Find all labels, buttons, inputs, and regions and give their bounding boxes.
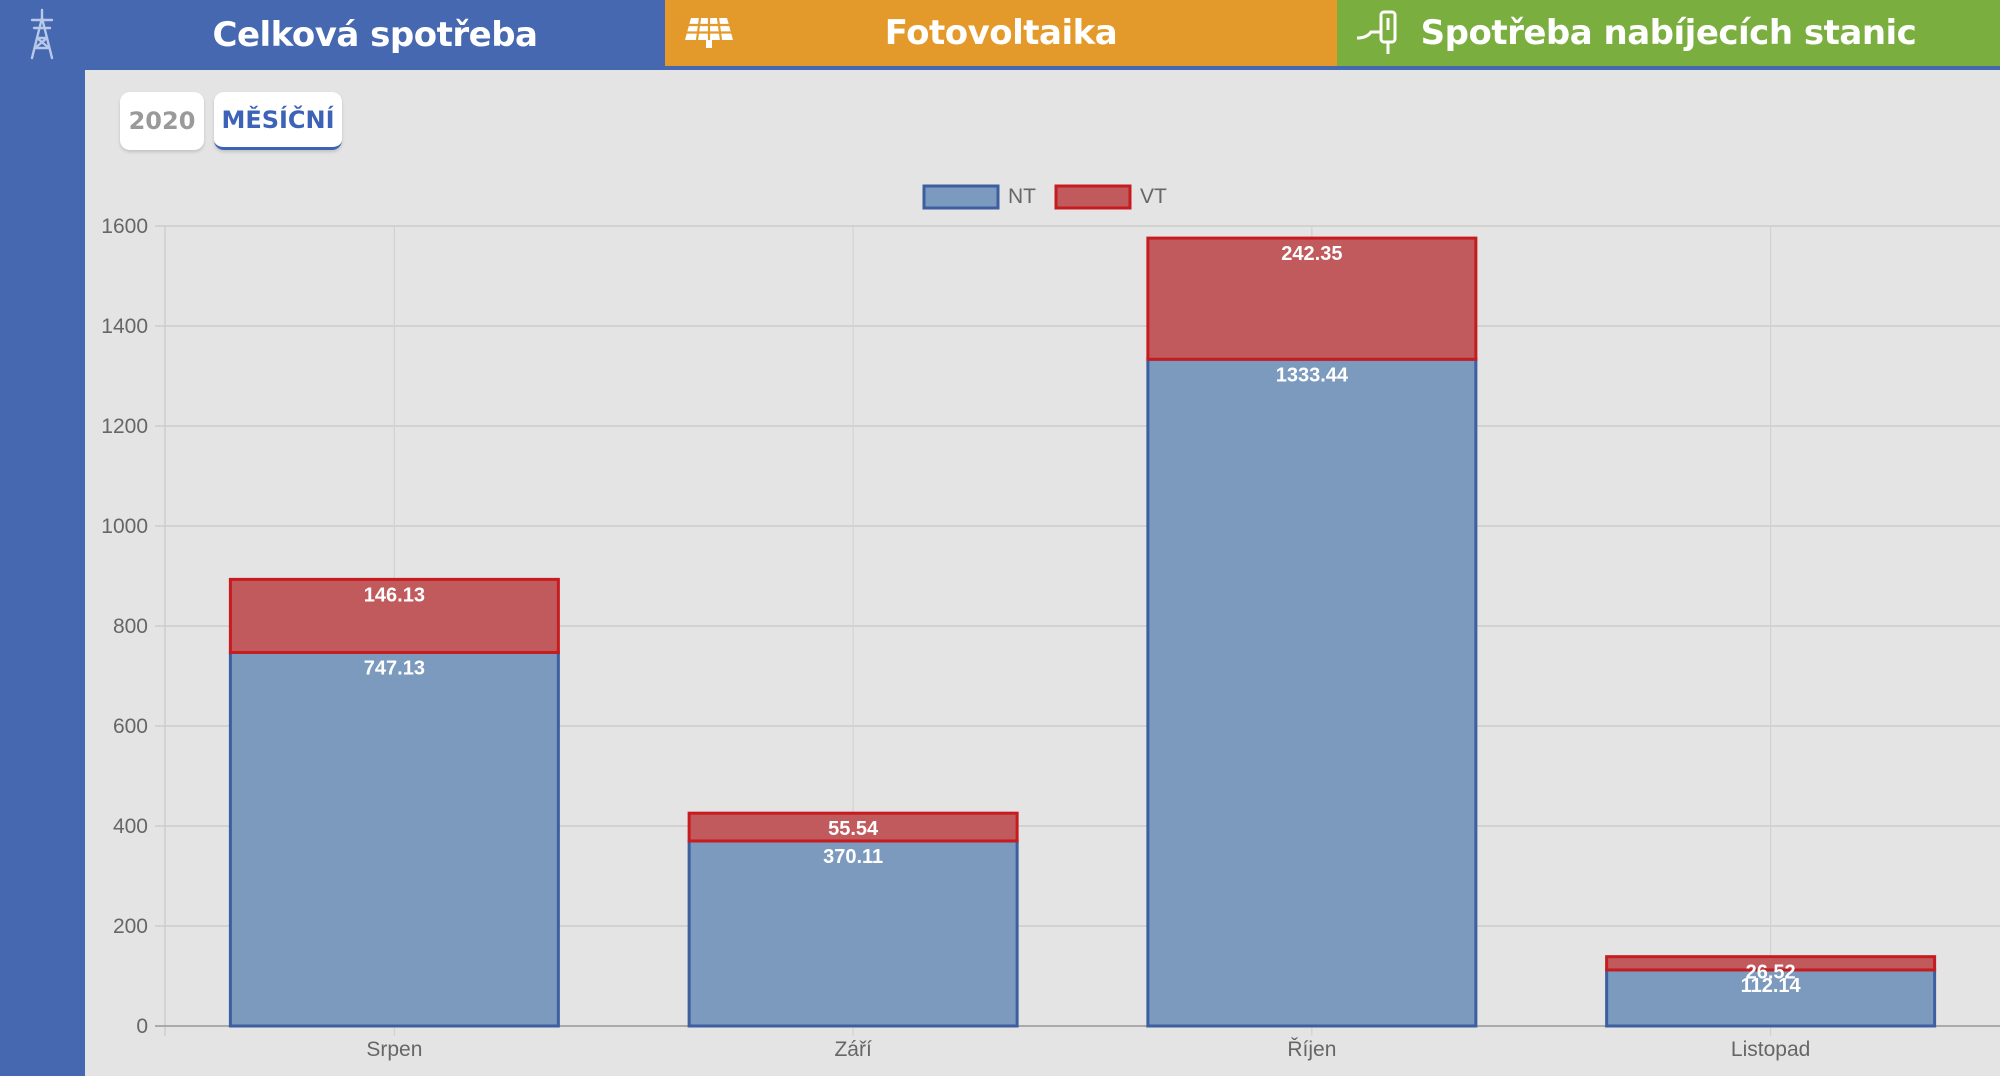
- data-label: 747.13: [364, 657, 425, 679]
- data-label: 146.13: [364, 584, 425, 606]
- y-tick-label: 1400: [101, 315, 148, 338]
- data-label: 55.54: [828, 818, 879, 840]
- x-tick-label: Říjen: [1287, 1038, 1336, 1061]
- data-label: 370.11: [823, 846, 883, 868]
- bar-vt: [228, 577, 560, 654]
- monthly-toggle-label: MĚSÍČNÍ: [221, 105, 335, 134]
- main-tabs: Celková spotřeba Fotovoltaika: [85, 0, 2000, 70]
- y-tick-label: 800: [113, 615, 148, 638]
- x-tick-label: Září: [834, 1038, 872, 1061]
- bar-vt: [687, 811, 1019, 843]
- y-tick-label: 1600: [101, 215, 148, 238]
- y-tick-label: 600: [113, 715, 148, 738]
- year-toggle-button[interactable]: 2020: [120, 92, 204, 150]
- tab-total-consumption-label: Celková spotřeba: [212, 15, 538, 55]
- tab-charging-stations-label: Spotřeba nabíjecích stanic: [1420, 13, 1917, 53]
- bar-nt: [687, 839, 1019, 1028]
- legend-vt-swatch: [1054, 184, 1132, 210]
- x-tick-label: Listopad: [1731, 1038, 1810, 1061]
- legend-nt-swatch: [922, 184, 1000, 210]
- tab-charging-stations[interactable]: Spotřeba nabíjecích stanic: [1337, 0, 2000, 70]
- y-tick-label: 0: [136, 1015, 148, 1038]
- x-tick-label: Srpen: [366, 1038, 422, 1061]
- monthly-toggle-button[interactable]: MĚSÍČNÍ: [214, 92, 342, 150]
- year-toggle-label: 2020: [128, 107, 196, 135]
- bar-nt: [1605, 968, 1937, 1028]
- legend-nt-label: NT: [1008, 185, 1036, 208]
- power-tower-icon[interactable]: [26, 8, 58, 60]
- bar-vt: [1605, 955, 1937, 972]
- charging-station-icon: [1356, 10, 1397, 54]
- tab-photovoltaics[interactable]: Fotovoltaika: [665, 0, 1337, 70]
- data-label: 26.52: [1746, 962, 1796, 984]
- y-tick-label: 400: [113, 815, 148, 838]
- solar-panel-icon: [685, 17, 733, 48]
- left-sidebar: [0, 0, 85, 1076]
- data-label: 1333.44: [1276, 364, 1349, 386]
- data-label: 112.14: [1741, 975, 1802, 997]
- tab-photovoltaics-label: Fotovoltaika: [884, 13, 1118, 53]
- y-tick-label: 1000: [101, 515, 148, 538]
- bar-nt: [1146, 357, 1478, 1028]
- bar-nt: [228, 650, 560, 1028]
- bar-vt: [1146, 236, 1478, 361]
- y-tick-label: 1200: [101, 415, 148, 438]
- legend-vt-label: VT: [1140, 185, 1167, 208]
- tab-total-consumption[interactable]: Celková spotřeba: [85, 0, 665, 70]
- y-tick-label: 200: [113, 915, 148, 938]
- data-label: 242.35: [1281, 243, 1342, 265]
